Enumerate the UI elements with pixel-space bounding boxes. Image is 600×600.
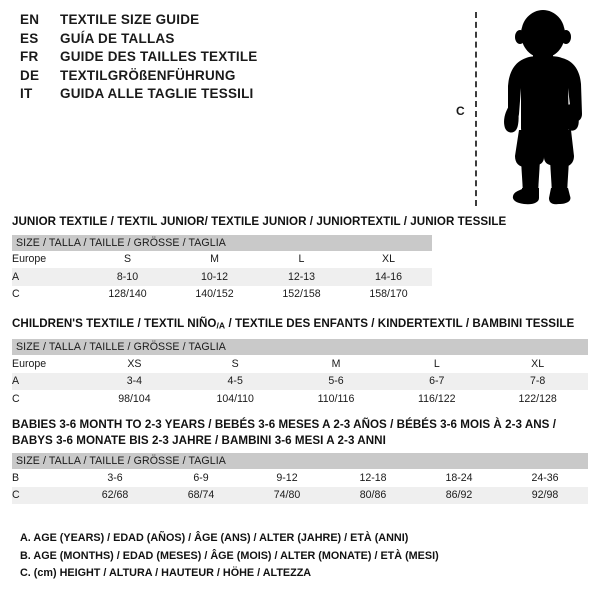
cell-value: 12-13 [258,268,345,286]
babies-table-bar: SIZE / TALLA / TAILLE / GRÖSSE / TAGLIA [12,453,589,469]
cell-value: 8-10 [84,268,171,286]
legend-block: A. AGE (YEARS) / EDAD (AÑOS) / ÂGE (ANS)… [20,530,439,583]
table-row: A 3-4 4-5 5-6 6-7 7-8 [12,372,589,391]
cell-value: 140/152 [171,285,258,303]
table-row: C 128/140 140/152 152/158 158/170 [12,285,432,303]
table-row: C 98/104 104/110 110/116 116/122 122/128 [12,390,589,408]
junior-bar-label: SIZE / TALLA / TAILLE / GRÖSSE / TAGLIA [12,234,432,251]
cell-value: L [386,355,488,373]
language-row: IT GUIDA ALLE TAGLIE TESSILI [20,86,420,105]
language-code: EN [20,12,40,27]
language-title: GUIDA ALLE TAGLIE TESSILI [60,86,254,102]
cell-value: 92/98 [502,486,589,504]
babies-size-table: SIZE / TALLA / TAILLE / GRÖSSE / TAGLIA … [12,453,589,504]
cell-value: 9-12 [244,469,330,487]
cell-value: 152/158 [258,285,345,303]
row-label: C [12,285,84,303]
cell-value: XL [345,250,432,268]
cell-value: 24-36 [502,469,589,487]
children-heading-subscript: /A [216,320,226,331]
language-code: FR [20,49,39,65]
children-size-table: SIZE / TALLA / TAILLE / GRÖSSE / TAGLIA … [12,339,589,408]
language-row: FR GUIDE DES TAILLES TEXTILE [20,49,420,68]
height-measure-label: C [456,104,465,118]
cell-value: L [258,250,345,268]
cell-value: 128/140 [84,285,171,303]
children-bar-label: SIZE / TALLA / TAILLE / GRÖSSE / TAGLIA [12,339,589,356]
section-junior-textile: JUNIOR TEXTILE / TEXTIL JUNIOR/ TEXTILE … [12,214,506,303]
language-title: GUIDE DES TAILLES TEXTILE [60,49,258,65]
cell-value: 116/122 [386,390,488,408]
language-row: DE TEXTILGRÖßENFÜHRUNG [20,68,420,87]
cell-value: XS [84,355,185,373]
language-code: IT [20,86,33,102]
children-heading: CHILDREN'S TEXTILE / TEXTIL NIÑO/A / TEX… [12,316,588,334]
cell-value: 68/74 [158,486,244,504]
legend-line-a: A. AGE (YEARS) / EDAD (AÑOS) / ÂGE (ANS)… [20,532,409,544]
row-label: A [12,372,84,391]
language-title: GUÍA DE TALLAS [60,30,175,46]
height-dashed-line [475,12,477,206]
table-row: A 8-10 10-12 12-13 14-16 [12,268,432,286]
table-row: Europe S M L XL [12,250,432,268]
language-title: TEXTILE SIZE GUIDE [60,12,200,27]
section-children-textile: CHILDREN'S TEXTILE / TEXTIL NIÑO/A / TEX… [12,316,589,408]
cell-value: 10-12 [171,268,258,286]
language-title-list: EN TEXTILE SIZE GUIDE ES GUÍA DE TALLAS … [20,12,420,105]
junior-table-bar: SIZE / TALLA / TAILLE / GRÖSSE / TAGLIA [12,234,432,251]
cell-value: S [84,250,171,268]
cell-value: M [285,355,387,373]
height-measurement-figure: C [440,0,600,212]
table-row: B 3-6 6-9 9-12 12-18 18-24 24-36 [12,469,589,487]
children-heading-pre: CHILDREN'S TEXTILE / TEXTIL NIÑO [12,317,217,330]
cell-value: 14-16 [345,268,432,286]
language-row: EN TEXTILE SIZE GUIDE [20,12,420,31]
junior-size-table: SIZE / TALLA / TAILLE / GRÖSSE / TAGLIA … [12,234,432,303]
cell-value: 110/116 [285,390,387,408]
language-row: ES GUÍA DE TALLAS [20,31,420,50]
cell-value: 122/128 [487,390,589,408]
row-label: Europe [12,355,84,373]
row-label: B [12,469,72,487]
cell-value: 3-4 [84,372,185,391]
language-code: DE [20,67,40,83]
children-heading-post: / TEXTILE DES ENFANTS / KINDERTEXTIL / B… [225,317,575,330]
cell-value: 86/92 [416,486,502,504]
cell-value: 18-24 [416,469,502,487]
cell-value: 12-18 [330,469,416,487]
language-code: ES [20,30,39,46]
table-row: Europe XS S M L XL [12,355,589,373]
legend-line-c: C. (cm) HEIGHT / ALTURA / HAUTEUR / HÖHE… [20,567,312,579]
cell-value: 74/80 [244,486,330,504]
children-table-bar: SIZE / TALLA / TAILLE / GRÖSSE / TAGLIA [12,339,589,356]
cell-value: 80/86 [330,486,416,504]
section-babies-textile: BABIES 3-6 MONTH TO 2-3 YEARS / BEBÉS 3-… [12,417,589,504]
cell-value: 7-8 [487,372,589,391]
cell-value: 6-7 [386,372,488,391]
child-silhouette-icon [504,10,582,205]
cell-value: 6-9 [158,469,244,487]
cell-value: 62/68 [72,486,158,504]
cell-value: M [171,250,258,268]
cell-value: 3-6 [72,469,158,487]
legend-line-b: B. AGE (MONTHS) / EDAD (MESES) / ÂGE (MO… [20,549,439,562]
junior-heading: JUNIOR TEXTILE / TEXTIL JUNIOR/ TEXTILE … [12,215,507,228]
babies-heading-line1: BABIES 3-6 MONTH TO 2-3 YEARS / BEBÉS 3-… [12,418,557,431]
babies-bar-label: SIZE / TALLA / TAILLE / GRÖSSE / TAGLIA [12,453,589,469]
row-label: A [12,268,84,286]
cell-value: 104/110 [184,390,286,408]
language-title: TEXTILGRÖßENFÜHRUNG [60,67,236,83]
cell-value: S [184,355,286,373]
table-row: C 62/68 68/74 74/80 80/86 86/92 92/98 [12,486,589,504]
row-label: C [12,486,72,504]
row-label: C [12,390,84,408]
cell-value: XL [487,355,589,373]
cell-value: 158/170 [345,285,432,303]
cell-value: 5-6 [285,372,387,391]
cell-value: 4-5 [184,372,286,391]
row-label: Europe [12,250,84,268]
cell-value: 98/104 [84,390,185,408]
babies-heading-line2: BABYS 3-6 MONATE BIS 2-3 JAHRE / BAMBINI… [12,433,386,447]
